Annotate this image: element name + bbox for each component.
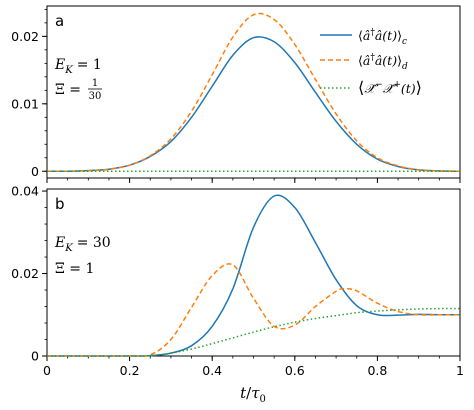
panel-b-xi: Ξ = 1 xyxy=(55,261,94,277)
panel-b-xtick-label: 0.8 xyxy=(367,363,387,378)
panel-b: 0 0.02 0.04 0 0.2 0.4 0.6 0.8 1 b EK = 30 Ξ = 1 t… xyxy=(11,184,464,405)
panel-b-ek-symbol: E xyxy=(54,235,65,251)
panel-b-label: b xyxy=(55,195,65,213)
panel-a-xi-lhs: Ξ = xyxy=(55,82,81,98)
legend-label-d: ⟨â†â(t)⟩d xyxy=(358,53,408,72)
panel-b-ytick-label: 0 xyxy=(31,349,39,364)
panel-b-ticks: 0 0.02 0.04 0 0.2 0.4 0.6 0.8 1 xyxy=(11,184,464,378)
panel-b-xtick-label: 1 xyxy=(456,363,464,378)
panel-b-xtick-label: 0.4 xyxy=(202,363,222,378)
panel-a-xi-den: 30 xyxy=(89,91,102,102)
svg-text:EK= 1: EK = 1 xyxy=(54,57,102,76)
svg-text:EK= 30: EK = 30 xyxy=(54,235,111,254)
panel-b-ytick-label: 0.04 xyxy=(11,184,39,199)
panel-b-series-c xyxy=(46,194,461,357)
panel-b-ek-sub: K xyxy=(64,243,73,254)
panel-b-frame xyxy=(46,188,461,357)
legend: ⟨â†â(t)⟩c ⟨â†â(t)⟩d ⟨𝒳̂−𝒳̂+(t)⟩ xyxy=(320,28,422,97)
panel-a-ticks: 0 0.01 0.02 xyxy=(11,8,461,183)
panel-b-series xyxy=(46,194,461,358)
panel-a-xi-num: 1 xyxy=(92,78,98,89)
panel-a-ek-value: = 1 xyxy=(77,57,102,73)
legend-label-c: ⟨â†â(t)⟩c xyxy=(358,28,407,47)
panel-a: 0 0.01 0.02 a EK = 1 Ξ = 1 30 ⟨â†â(t)⟩c xyxy=(11,5,461,183)
panel-a-ytick-label: 0 xyxy=(31,164,39,179)
panel-b-ytick-label: 0.02 xyxy=(11,266,39,281)
panel-a-series-d xyxy=(46,12,461,173)
panel-b-ek-value: = 30 xyxy=(77,235,111,251)
panel-a-ytick-label: 0.01 xyxy=(11,96,39,111)
panel-b-series-x xyxy=(46,307,461,357)
panel-a-ek-symbol: E xyxy=(54,57,65,73)
x-axis-label: t/τ0 xyxy=(240,384,266,405)
legend-label-x: ⟨𝒳̂−𝒳̂+(t)⟩ xyxy=(358,78,422,97)
panel-a-annotation: EK = 1 Ξ = 1 30 xyxy=(54,57,102,102)
panel-b-xtick-label: 0.2 xyxy=(120,363,140,378)
panel-a-ytick-label: 0.02 xyxy=(11,29,39,44)
panel-b-xtick-label: 0 xyxy=(43,363,51,378)
panel-a-series xyxy=(46,12,461,173)
panel-a-label: a xyxy=(55,12,64,30)
panel-a-ek-sub: K xyxy=(64,65,73,76)
panel-b-series-d xyxy=(46,263,460,358)
panel-b-xtick-label: 0.6 xyxy=(285,363,305,378)
panel-b-annotation: EK = 30 Ξ = 1 xyxy=(54,235,111,277)
